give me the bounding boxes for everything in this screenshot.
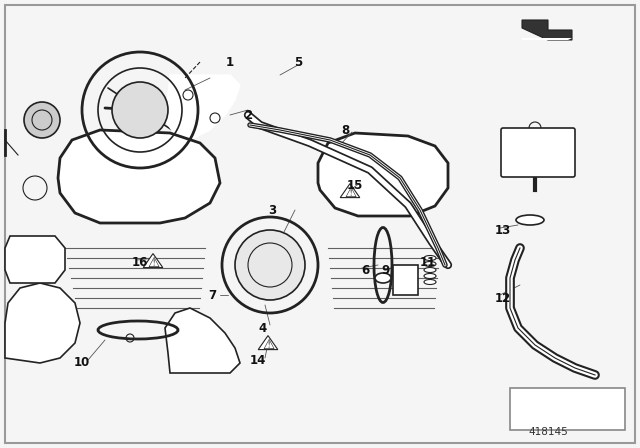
Text: ⚠: ⚠ <box>262 338 274 352</box>
FancyBboxPatch shape <box>501 128 575 177</box>
Text: 13: 13 <box>495 224 511 237</box>
Ellipse shape <box>424 255 436 260</box>
Text: 4: 4 <box>259 322 267 335</box>
Text: 12: 12 <box>495 292 511 305</box>
Text: 2: 2 <box>244 108 252 121</box>
Text: 3: 3 <box>268 203 276 216</box>
Text: 16: 16 <box>132 255 148 268</box>
Polygon shape <box>340 184 360 198</box>
Polygon shape <box>5 236 65 283</box>
Ellipse shape <box>424 267 436 272</box>
Polygon shape <box>165 308 240 373</box>
Circle shape <box>112 82 168 138</box>
Polygon shape <box>58 130 220 223</box>
Polygon shape <box>165 75 240 140</box>
Text: ⚠: ⚠ <box>147 256 159 270</box>
Polygon shape <box>522 20 572 40</box>
Polygon shape <box>5 283 80 363</box>
Ellipse shape <box>424 273 436 279</box>
Ellipse shape <box>375 273 391 283</box>
Text: 5: 5 <box>294 56 302 69</box>
Circle shape <box>235 230 305 300</box>
Text: 6: 6 <box>361 263 369 276</box>
Ellipse shape <box>516 215 544 225</box>
Text: 418145: 418145 <box>528 427 568 437</box>
Text: 9: 9 <box>381 263 389 276</box>
Polygon shape <box>318 133 448 216</box>
Circle shape <box>24 102 60 138</box>
Text: 10: 10 <box>74 356 90 369</box>
Polygon shape <box>258 336 278 349</box>
Text: ⚠: ⚠ <box>344 186 356 200</box>
Ellipse shape <box>424 280 436 284</box>
Bar <box>510 388 625 430</box>
Text: 14: 14 <box>250 353 266 366</box>
Polygon shape <box>143 254 163 267</box>
Circle shape <box>522 139 548 165</box>
Text: 8: 8 <box>341 124 349 137</box>
Text: 15: 15 <box>347 178 363 191</box>
Ellipse shape <box>424 262 436 267</box>
Text: 11: 11 <box>420 255 436 268</box>
Text: 1: 1 <box>226 56 234 69</box>
Polygon shape <box>522 38 572 40</box>
Text: 7: 7 <box>208 289 216 302</box>
Bar <box>393 265 418 295</box>
